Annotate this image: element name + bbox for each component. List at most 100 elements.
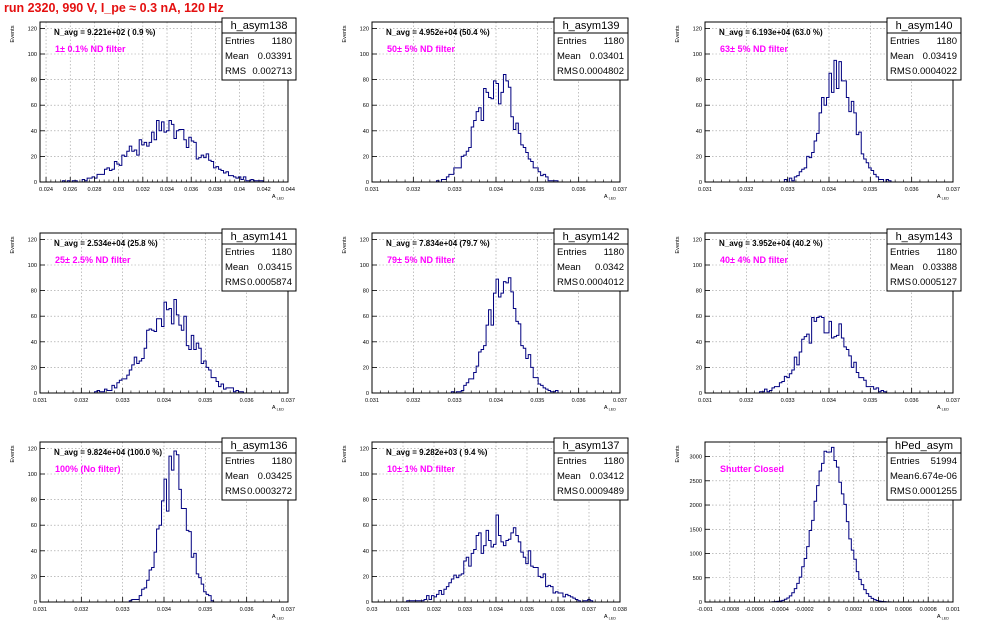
x-tick-label: 0.036 xyxy=(572,187,586,193)
y-axis-title: Events xyxy=(342,445,348,462)
y-tick-label: 120 xyxy=(360,26,369,32)
x-tick-label: 0.03 xyxy=(113,187,124,193)
y-tick-label: 0 xyxy=(699,180,702,186)
x-tick-label: 0.001 xyxy=(946,607,960,613)
stats-key-mean: Mean xyxy=(890,471,914,482)
filter-label: 40± 4% ND filter xyxy=(720,255,788,265)
stats-box xyxy=(886,228,962,292)
y-tick-label: 3000 xyxy=(690,455,702,461)
stats-key-rms: RMS xyxy=(225,66,246,77)
y-tick-label: 120 xyxy=(28,26,37,32)
stats-value-entries: 1180 xyxy=(272,247,292,258)
y-tick-label: 80 xyxy=(696,289,702,295)
stats-key-mean: Mean xyxy=(890,262,914,273)
stats-key-entries: Entries xyxy=(225,456,255,467)
y-tick-label: 120 xyxy=(360,446,369,452)
y-tick-label: 0 xyxy=(366,600,369,606)
y-tick-label: 0 xyxy=(366,180,369,186)
x-tick-label: -0.0002 xyxy=(795,607,814,613)
stats-value-rms: 0.0004802 xyxy=(579,66,624,77)
y-tick-label: 0 xyxy=(34,180,37,186)
x-tick-label: 0.034 xyxy=(157,398,171,404)
histogram-panel-h_asym138: 0.024 0.026 0.028 0.03 0.032 0.034 0.036 0.038 0… xyxy=(10,17,297,201)
x-tick-label: 0.033 xyxy=(781,187,795,193)
filter-label: 50± 5% ND filter xyxy=(387,44,455,54)
x-tick-label: 0.035 xyxy=(863,398,877,404)
x-tick-label: 0.032 xyxy=(136,187,150,193)
y-tick-label: 60 xyxy=(31,523,37,529)
navg-label: N_avg = 4.952e+04 (50.4 %) xyxy=(386,28,490,37)
x-tick-label: 0.034 xyxy=(489,187,503,193)
stats-key-entries: Entries xyxy=(225,36,255,47)
y-tick-label: 100 xyxy=(693,263,702,269)
stats-box-title: h_asym139 xyxy=(563,20,620,32)
y-tick-label: 40 xyxy=(363,129,369,135)
filter-label: 100% (No filter) xyxy=(55,464,121,474)
filter-label: 25± 2.5% ND filter xyxy=(55,255,131,265)
x-tick-label: 0.036 xyxy=(572,398,586,404)
navg-label: N_avg = 3.952e+04 (40.2 %) xyxy=(719,239,823,248)
stats-box xyxy=(221,437,297,501)
stats-box xyxy=(553,17,629,81)
x-tick-label: 0.036 xyxy=(240,398,254,404)
stats-box xyxy=(553,228,629,292)
y-tick-label: 80 xyxy=(31,289,37,295)
x-tick-label: 0.037 xyxy=(946,398,960,404)
stats-key-mean: Mean xyxy=(225,471,249,482)
filter-label: 10± 1% ND filter xyxy=(387,464,455,474)
stats-value-entries: 1180 xyxy=(937,247,957,258)
x-tick-label: 0.036 xyxy=(184,187,198,193)
histogram-series-line xyxy=(40,120,288,183)
plot-frame xyxy=(39,21,289,183)
x-tick-label: 0.034 xyxy=(822,187,836,193)
y-tick-label: 0 xyxy=(366,391,369,397)
y-tick-label: 20 xyxy=(31,574,37,580)
y-tick-label: 100 xyxy=(28,263,37,269)
y-axis-title: Events xyxy=(342,25,348,42)
stats-value-mean: 0.03412 xyxy=(590,471,624,482)
x-tick-label: 0.033 xyxy=(448,187,462,193)
stats-key-mean: Mean xyxy=(225,262,249,273)
stats-value-mean: 0.03388 xyxy=(923,262,957,273)
stats-value-rms: 0.0005874 xyxy=(247,277,292,288)
x-tick-label: 0.035 xyxy=(520,607,534,613)
y-tick-label: 120 xyxy=(693,26,702,32)
stats-value-mean: 0.03391 xyxy=(258,51,292,62)
navg-label: N_avg = 9.282e+03 ( 9.4 %) xyxy=(386,448,488,457)
navg-label: N_avg = 6.193e+04 (63.0 %) xyxy=(719,28,823,37)
stats-value-entries: 1180 xyxy=(272,36,292,47)
y-tick-label: 60 xyxy=(363,523,369,529)
y-axis-title: Events xyxy=(10,25,16,42)
x-tick-label: 0.033 xyxy=(448,398,462,404)
x-axis-title: A LED xyxy=(272,614,284,621)
stats-value-entries: 1180 xyxy=(937,36,957,47)
y-axis-title: Events xyxy=(10,236,16,253)
x-tick-label: 0.033 xyxy=(458,607,472,613)
x-tick-label: 0.037 xyxy=(281,607,295,613)
x-tick-label: 0.035 xyxy=(530,187,544,193)
x-tick-label: 0.0002 xyxy=(845,607,862,613)
y-axis-title: Events xyxy=(342,236,348,253)
x-tick-label: 0.034 xyxy=(822,398,836,404)
x-tick-label: 0.044 xyxy=(281,187,295,193)
x-tick-label: 0.038 xyxy=(613,607,627,613)
y-tick-label: 20 xyxy=(363,574,369,580)
x-axis-title: A LED xyxy=(937,194,949,201)
stats-key-rms: RMS xyxy=(557,277,578,288)
filter-label: 79± 5% ND filter xyxy=(387,255,455,265)
x-tick-label: 0.037 xyxy=(281,398,295,404)
y-tick-label: 100 xyxy=(693,52,702,58)
x-tick-label: 0.038 xyxy=(208,187,222,193)
stats-box xyxy=(221,17,297,81)
histogram-series-line xyxy=(372,514,620,603)
histogram-panel-h_asym136: 0.031 0.032 0.033 0.034 0.035 0.036 0.037 0 20 40… xyxy=(10,437,297,621)
histogram-panel-h_asym139: 0.031 0.032 0.033 0.034 0.035 0.036 0.037 0 20 40… xyxy=(342,17,629,201)
x-tick-label: 0.033 xyxy=(781,398,795,404)
y-tick-label: 120 xyxy=(693,237,702,243)
stats-box-title: h_asym143 xyxy=(896,231,953,243)
x-tick-label: 0.036 xyxy=(551,607,565,613)
stats-value-entries: 1180 xyxy=(604,36,624,47)
stats-key-mean: Mean xyxy=(890,51,914,62)
navg-label: N_avg = 9.824e+04 (100.0 %) xyxy=(54,448,162,457)
stats-key-entries: Entries xyxy=(890,36,920,47)
